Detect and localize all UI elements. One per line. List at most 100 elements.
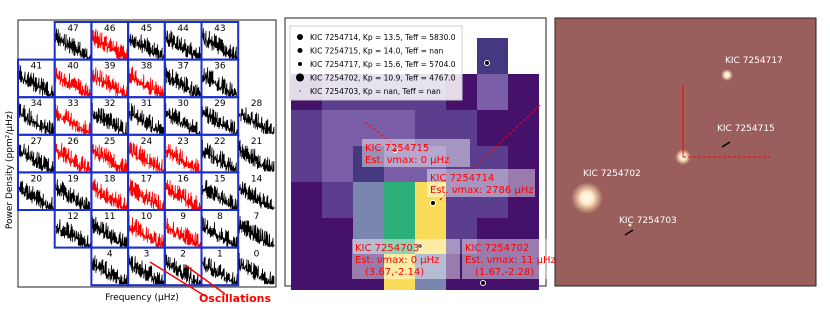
pixel [291,146,322,182]
annotation-box [352,239,460,279]
cell-label: 7 [254,212,260,222]
spectrum [92,67,128,98]
pixel [353,218,384,254]
spectrum [238,107,275,135]
pixel [508,74,539,110]
cell-label: 47 [67,24,78,34]
cell-label: 19 [67,174,79,184]
spectrum [202,139,238,172]
annotation-est: Est. νmax: 0 μHz [365,155,449,166]
cell-label: 14 [251,174,263,184]
legend-entry: KIC 7254703, Kp = nan, Teff = nan [310,87,441,96]
cell-label: 2 [180,250,186,260]
pixel [446,110,477,146]
pointer [364,121,401,151]
annotation-est: Est. νmax: 11 μHz [465,255,556,266]
legend-entry: KIC 7254717, Kp = 15.6, Teff = 5704.0 [310,60,456,69]
cell-border [200,246,240,287]
pixel [322,218,353,254]
spectrum [92,144,128,172]
pixel [291,182,322,218]
pixel [477,110,508,146]
pixel [384,218,415,254]
star-marker [392,147,398,153]
annotation-name: KIC 7254702 [465,243,529,254]
cell-label: 22 [214,137,225,147]
pixel [508,146,539,182]
legend-box [289,25,463,101]
pixel [477,146,508,182]
spectrum [55,219,91,248]
pixel [477,74,508,110]
pixel [384,182,415,218]
cell-label: 32 [104,99,115,109]
star-marker [484,60,490,66]
pixel [322,146,353,182]
spectrum [238,252,275,285]
spectrum [238,181,275,211]
spectrum [55,104,91,134]
annotation-coords: (3.67,-2.14) [365,267,424,278]
spectrum [165,215,201,247]
spectrum [128,66,165,97]
cell-label: 43 [214,24,225,34]
pixel [508,182,539,218]
pixel [508,218,539,254]
annotation-box [427,169,535,197]
legend-marker [298,62,302,66]
pixel [322,182,353,218]
spectrum [202,180,238,210]
cell-label: 18 [104,174,116,184]
cell-label: 38 [141,62,153,72]
panel3: KIC 7254717 KIC 7254715 KIC 7254702 KIC 725… [571,56,783,236]
legend-entry: KIC 7254702, Kp = 10.9, Teff = 4767.0 [310,74,456,83]
legend-entry: KIC 7254714, Kp = 13.5, Teff = 5830.0 [310,33,456,42]
annotation-coords: (1.67,-2.28) [475,267,534,278]
spectrum [55,142,91,172]
y-label: Power Density (ppm²/μHz) [5,111,15,229]
cell-label: 46 [104,24,116,34]
cell-label: 41 [31,62,42,72]
pixel [322,254,353,290]
pixel [291,254,322,290]
cell-label: 25 [104,137,115,147]
arrow [184,264,226,295]
cell-label: 44 [177,24,189,34]
cell-label: 40 [67,62,79,72]
cell-label: 12 [67,212,78,222]
spectrum [202,216,238,247]
spectrum [92,255,128,285]
spectrum [55,179,91,210]
pixel [446,182,477,218]
pixel [384,146,415,182]
spectrum [128,33,165,60]
cell-label: 39 [104,62,116,72]
pixel [353,182,384,218]
spectrum [238,139,275,172]
arrow [149,261,206,297]
pixel [415,146,446,182]
cell-label: 34 [31,99,43,109]
pixel [508,110,539,146]
star-label: KIC 7254702 [583,169,641,179]
cell-label: 20 [31,174,43,184]
cell-label: 0 [254,250,260,260]
spectrum [55,28,91,60]
annotation-name: KIC 7254703 [355,243,419,254]
pointer [721,141,731,148]
spectrum [18,180,55,210]
cell-label: 26 [67,137,79,147]
pointer [439,104,541,201]
annotation: Oscillations [199,292,272,305]
cell-label: 21 [251,137,262,147]
pixel [291,218,322,254]
spectrum [128,141,165,172]
pixel [477,218,508,254]
pixel [446,146,477,182]
spectrum [165,103,201,135]
cell-label: 30 [177,99,189,109]
spectrum [202,256,238,285]
legend-marker [296,73,304,82]
cell-label: 31 [141,99,152,109]
pixel [353,146,384,182]
